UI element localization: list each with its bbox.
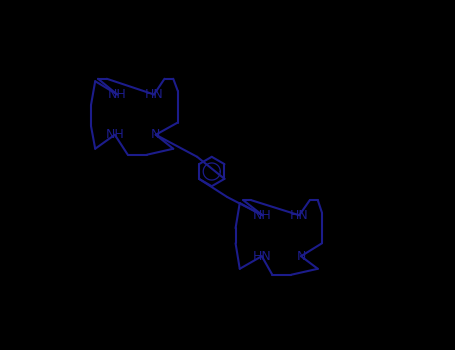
Text: NH: NH — [106, 128, 124, 141]
Text: NH: NH — [253, 209, 272, 222]
Text: NH: NH — [108, 88, 126, 101]
Text: HN: HN — [290, 209, 308, 222]
Text: HN: HN — [145, 88, 163, 101]
Text: N: N — [151, 128, 161, 141]
Text: N: N — [296, 250, 306, 263]
Text: HN: HN — [253, 250, 271, 263]
